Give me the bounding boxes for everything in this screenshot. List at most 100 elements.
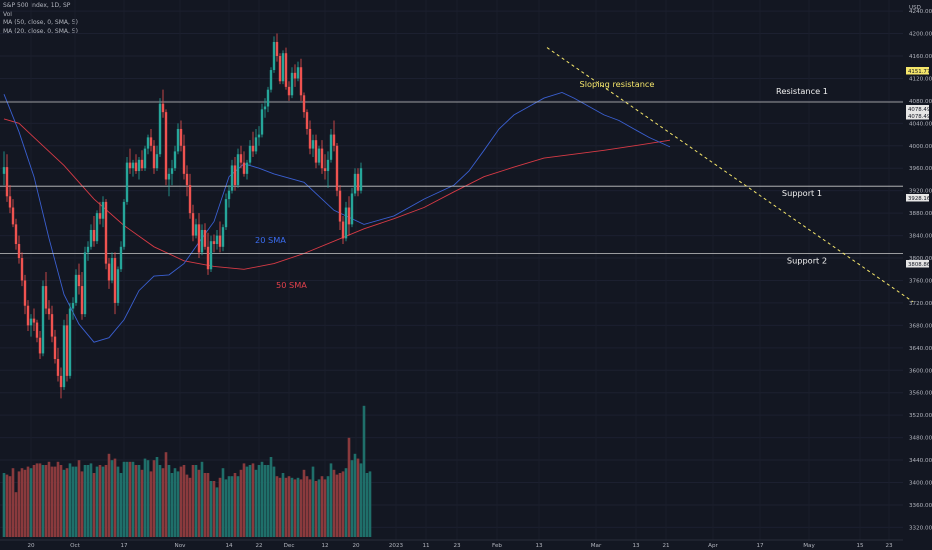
candle-body [302, 95, 306, 113]
candle-body [44, 286, 48, 309]
candle-body [320, 148, 324, 169]
price-tick-label: 3800.00 [909, 256, 932, 262]
price-tick-label: 4200.00 [909, 32, 932, 38]
price-tick-label: 3480.00 [909, 436, 932, 442]
candle-body [212, 241, 216, 244]
volume-bar [164, 452, 168, 537]
time-tick-label: 11 [422, 543, 430, 549]
volume-bar [350, 460, 354, 537]
trendline [546, 47, 914, 303]
price-tag-box [906, 260, 929, 268]
volume-bar [329, 463, 333, 537]
volume-bar [185, 474, 189, 537]
candle-body [236, 154, 240, 186]
candle-body [161, 103, 165, 113]
candle-body [305, 112, 309, 129]
candle-body [203, 229, 207, 247]
candlesticks [2, 33, 363, 399]
candle-body [137, 159, 141, 172]
candle-body [176, 128, 180, 152]
candle-body [104, 201, 108, 264]
legend-symbol: S&P 500 Index, 1D, SP [3, 2, 71, 9]
volume-bar [32, 465, 36, 537]
time-tick-label: 22 [255, 543, 262, 549]
candle-body [71, 302, 75, 309]
candle-body [359, 168, 363, 191]
candle-body [314, 140, 318, 163]
volume-bar [296, 477, 300, 537]
candle-body [224, 199, 228, 228]
volume-bar [23, 469, 27, 537]
candle-body [29, 318, 33, 326]
volume-bar [26, 466, 30, 537]
candle-body [140, 159, 144, 169]
volume-bar [236, 476, 240, 537]
volume-bar [314, 481, 318, 537]
time-tick-label: 13 [535, 543, 543, 549]
volume-bar [248, 465, 252, 537]
price-tick-label: 3520.00 [909, 413, 932, 419]
volume-bar [245, 466, 249, 537]
price-tick-label: 3400.00 [909, 480, 932, 486]
candle-body [116, 269, 120, 303]
candle-body [347, 207, 351, 225]
volume-bars [2, 405, 372, 537]
volume-bar [251, 463, 255, 537]
candle-body [56, 359, 60, 376]
candle-body [299, 67, 303, 96]
volume-bar [332, 469, 336, 537]
time-axis[interactable]: 20 Oct 17 Nov 14 22 Dec 12 20 2023 11 23 Feb 13 Mar 13 2… [0, 539, 903, 549]
candle-body [17, 243, 21, 259]
volume-bar [56, 461, 60, 537]
candle-body [332, 134, 336, 146]
volume-bar [20, 468, 24, 537]
volume-bar [194, 465, 198, 537]
price-tag-box [906, 105, 929, 113]
volume-bar [68, 463, 72, 537]
candle-body [263, 106, 267, 110]
volume-bar [200, 461, 204, 537]
volume-bar [362, 405, 366, 537]
price-tick-label: 3560.00 [909, 391, 932, 397]
volume-bar [110, 460, 114, 537]
candle-body [326, 159, 330, 172]
volume-bar [71, 466, 75, 537]
volume-bar [80, 471, 84, 537]
candle-body [287, 86, 291, 96]
candle-body [245, 162, 249, 174]
ma50-annotation: 50 SMA [276, 280, 307, 290]
time-tick-label: 23 [453, 543, 461, 549]
candle-body [257, 134, 261, 138]
volume-bar [326, 476, 330, 537]
volume-bar [299, 479, 303, 537]
candle-body [338, 190, 342, 222]
chart-legend: S&P 500 Index, 1D, SP Vol MA (50, close,… [3, 2, 78, 36]
price-tick-label: 3440.00 [909, 458, 932, 464]
candle-body [74, 274, 78, 303]
candle-body [239, 154, 243, 163]
candle-body [92, 229, 96, 242]
candle-body [218, 235, 222, 247]
time-tick-label: Feb [492, 543, 502, 549]
volume-bar [2, 473, 6, 537]
trendline-label: Sloping resistance [580, 79, 655, 89]
candle-body [185, 173, 189, 186]
volume-bar [155, 457, 159, 537]
time-tick-label: 20 [27, 543, 35, 549]
candle-body [182, 145, 186, 174]
volume-bar [224, 479, 228, 537]
candle-body [134, 162, 138, 172]
price-tick-label: 4080.00 [909, 99, 932, 105]
candle-body [191, 213, 195, 236]
candle-body [8, 196, 12, 208]
candle-body [329, 134, 333, 160]
candle-body [272, 41, 276, 71]
volume-bar [158, 465, 162, 537]
price-tick-label: 4040.00 [909, 121, 932, 127]
candle-body [5, 167, 9, 197]
volume-bar [215, 487, 219, 537]
price-tick-label: 3320.00 [909, 525, 932, 531]
price-tick-label: 3360.00 [909, 503, 932, 509]
